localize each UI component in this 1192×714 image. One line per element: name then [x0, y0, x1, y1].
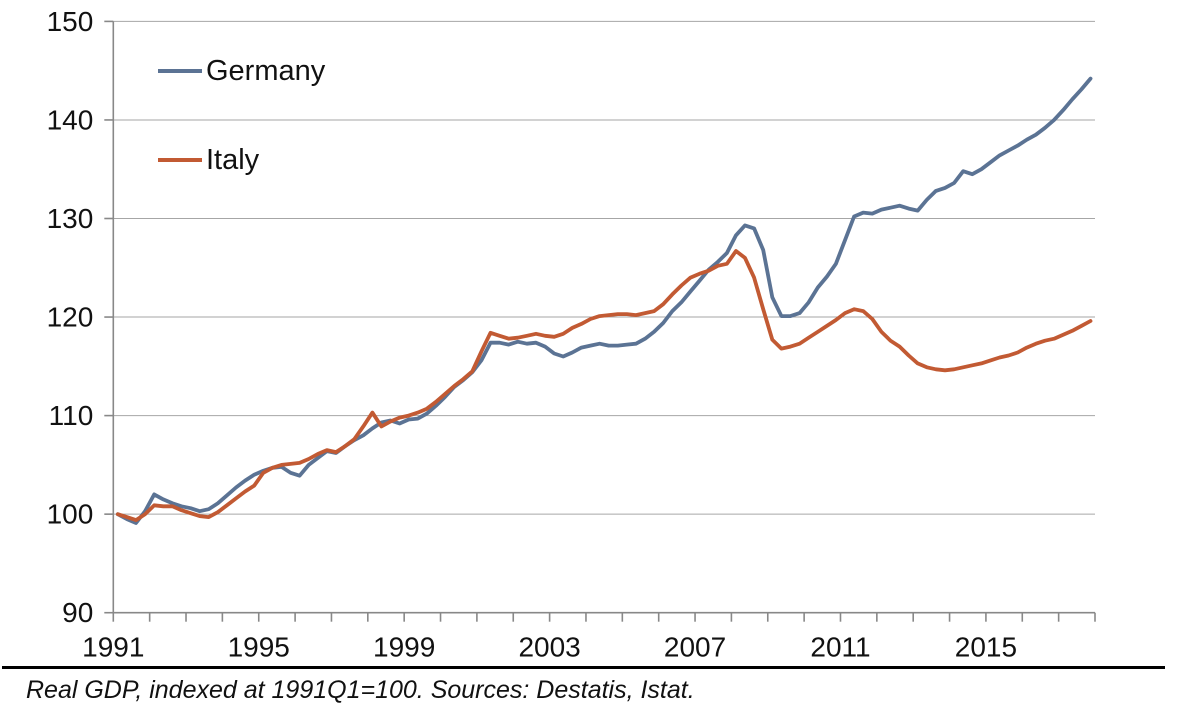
x-axis-labels: 1991 1995 1999 2003 2007 2011 2015	[82, 632, 1017, 663]
x-tick-label-2007: 2007	[664, 632, 726, 660]
gridlines	[113, 20, 1095, 515]
y-tick-label-140: 140	[47, 104, 94, 135]
x-tick-label-1999: 1999	[373, 632, 435, 660]
x-tick-label-2003: 2003	[518, 632, 580, 660]
y-tick-label-120: 120	[47, 302, 94, 333]
legend: Germany Italy	[158, 55, 326, 176]
germany-line	[115, 76, 1093, 525]
italy-line	[115, 249, 1093, 522]
y-axis-labels: 90 100 110 120 130 140 150	[47, 6, 94, 628]
italy-legend-label: Italy	[206, 144, 260, 176]
data-series	[115, 76, 1093, 525]
y-tick-label-150: 150	[47, 6, 94, 37]
y-tick-label-100: 100	[47, 499, 94, 530]
y-tick-label-90: 90	[62, 597, 93, 628]
germany-legend-label: Germany	[206, 55, 326, 87]
gdp-line-chart: 90 100 110 120 130 140 150 1991 1995 1999 2003 200…	[47, 6, 1096, 663]
x-tick-label-2011: 2011	[810, 632, 870, 660]
y-tick-label-130: 130	[47, 203, 94, 234]
chart-caption: Real GDP, indexed at 1991Q1=100. Sources…	[26, 676, 695, 704]
x-tick-label-1991: 1991	[82, 632, 144, 660]
x-tick-label-1995: 1995	[228, 632, 290, 660]
x-axis-ticks	[112, 612, 1096, 622]
x-tick-label-2015: 2015	[955, 632, 1017, 660]
caption-divider	[2, 666, 1165, 669]
y-tick-label-110: 110	[49, 400, 94, 431]
y-axis-ticks	[104, 20, 114, 614]
